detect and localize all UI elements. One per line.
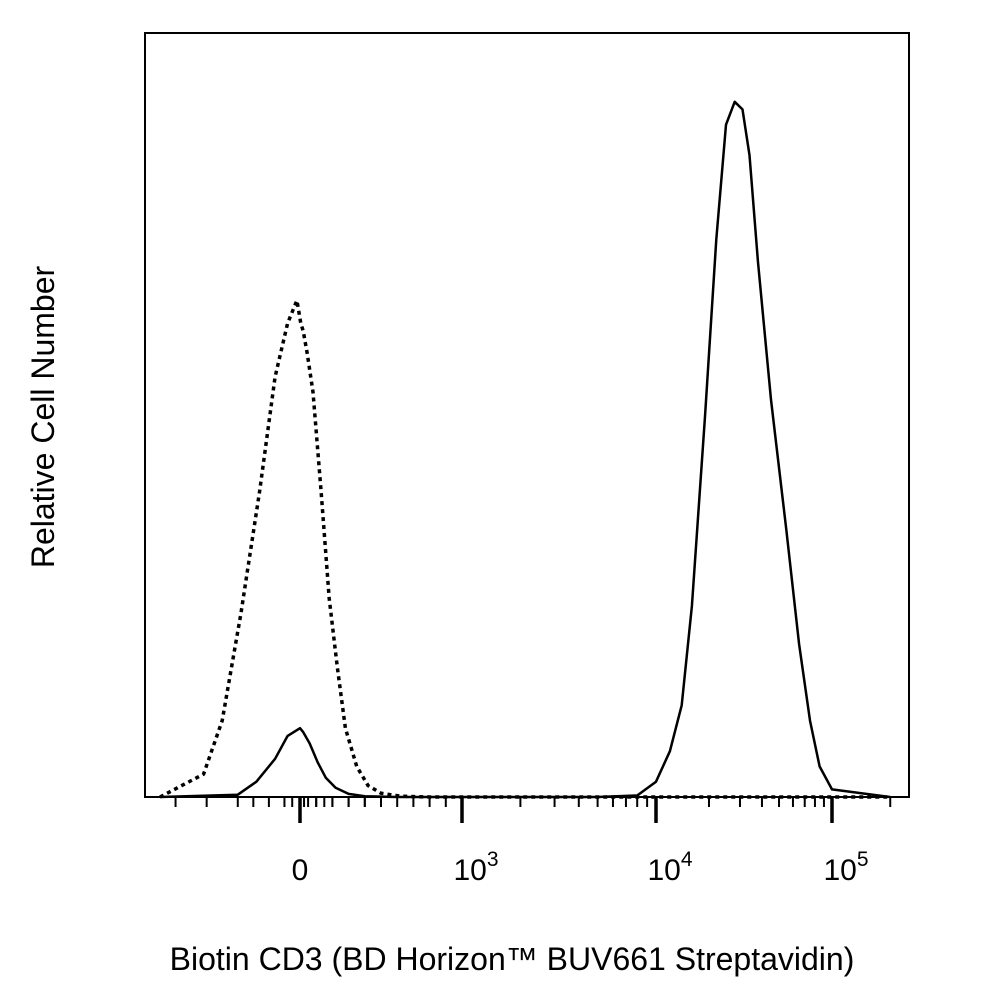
x-axis-title: Biotin CD3 (BD Horizon™ BUV661 Streptavi… [170, 941, 855, 977]
x-minor-ticks [174, 797, 892, 807]
x-tick-label: 105 [823, 848, 868, 887]
stained-histogram-line [159, 100, 891, 799]
x-tick-labels: 0 103 104 105 [292, 848, 869, 887]
x-tick-label: 0 [292, 854, 309, 887]
y-axis-title: Relative Cell Number [25, 265, 61, 568]
plot-frame [144, 32, 910, 798]
x-major-ticks [298, 797, 834, 823]
x-tick-label: 104 [647, 848, 692, 887]
x-tick-label: 103 [453, 848, 498, 887]
